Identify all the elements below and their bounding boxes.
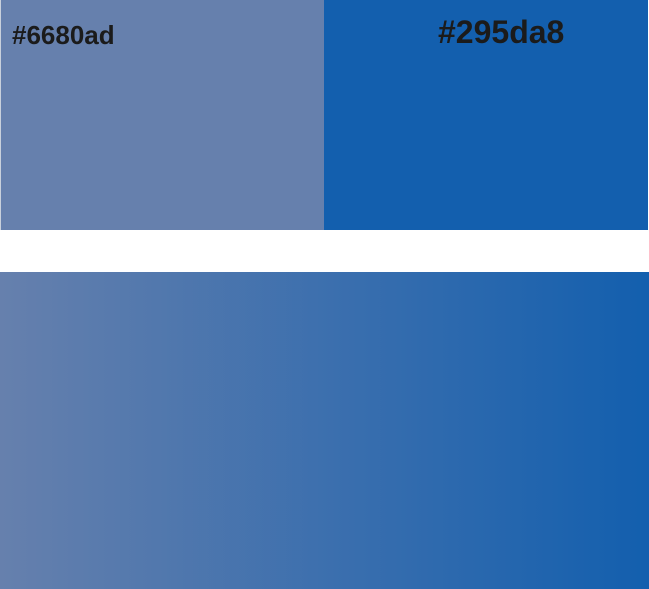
swatch-label-left: #6680ad xyxy=(12,20,115,50)
gradient-band xyxy=(0,272,649,589)
color-swatch-left: #6680ad xyxy=(0,0,324,230)
swatch-label-right: #295da8 xyxy=(438,14,565,50)
color-swatch-right: #295da8 xyxy=(324,0,648,230)
